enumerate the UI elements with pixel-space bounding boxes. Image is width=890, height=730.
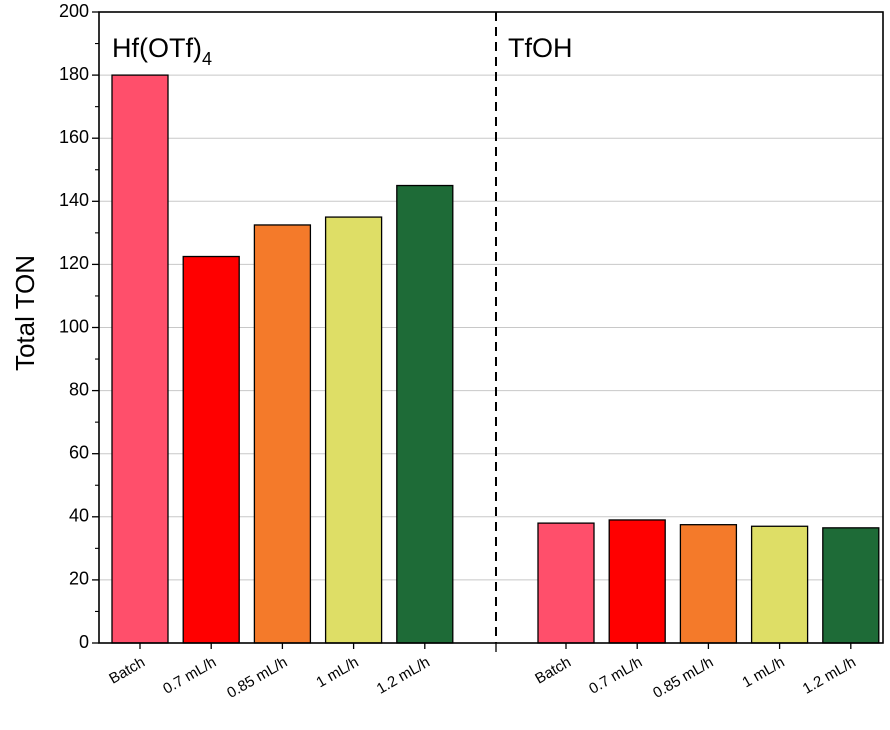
bar [396,184,454,644]
y-tick-label: 20 [69,569,89,589]
x-tick-label: 1 mL/h [313,654,361,692]
bar [111,74,169,644]
bar [608,519,666,644]
x-tick-label: 0.85 mL/h [650,654,716,702]
y-tick-label: 180 [59,64,89,84]
y-tick-label: 120 [59,253,89,273]
y-tick-label: 160 [59,127,89,147]
x-tick-labels: Batch 0.7 mL/h 0.85 mL/h 1 mL/h 1.2 mL/h Batc… [106,654,859,702]
x-tick-label: 1.2 mL/h [374,654,433,698]
y-tick-label: 80 [69,379,89,399]
bar [324,216,383,644]
y-tick-label: 40 [69,506,89,526]
bar [537,522,595,644]
x-tick-label: 1.2 mL/h [800,654,859,698]
bars [111,74,880,644]
panel-label-tfoh: TfOH [508,33,573,63]
panel-label-hf-main: Hf(OTf) [112,33,202,63]
y-tick-label: 140 [59,190,89,210]
panel-label-hf: Hf(OTf)4 [112,33,212,69]
y-tick-label: 60 [69,442,89,462]
y-tick-label: 200 [59,1,89,21]
panel-label-hf-subscript: 4 [202,49,212,69]
x-tick-label: Batch [106,654,148,688]
bar [679,524,738,644]
bar [182,255,240,644]
x-tick-label: Batch [532,654,574,688]
y-tick-labels: 0 20 40 60 80 100 120 140 160 180 200 [59,1,89,652]
x-tick-label: 0.7 mL/h [586,654,645,698]
axes [92,11,884,652]
x-tick-label: 0.85 mL/h [224,654,290,702]
x-tick-label: 1 mL/h [739,654,787,692]
bar [253,224,312,644]
y-tick-label: 0 [79,632,89,652]
y-axis-label: Total TON [10,255,40,371]
bar [750,525,809,644]
x-tick-label: 0.7 mL/h [160,654,219,698]
y-tick-label: 100 [59,316,89,336]
bar [822,527,880,644]
